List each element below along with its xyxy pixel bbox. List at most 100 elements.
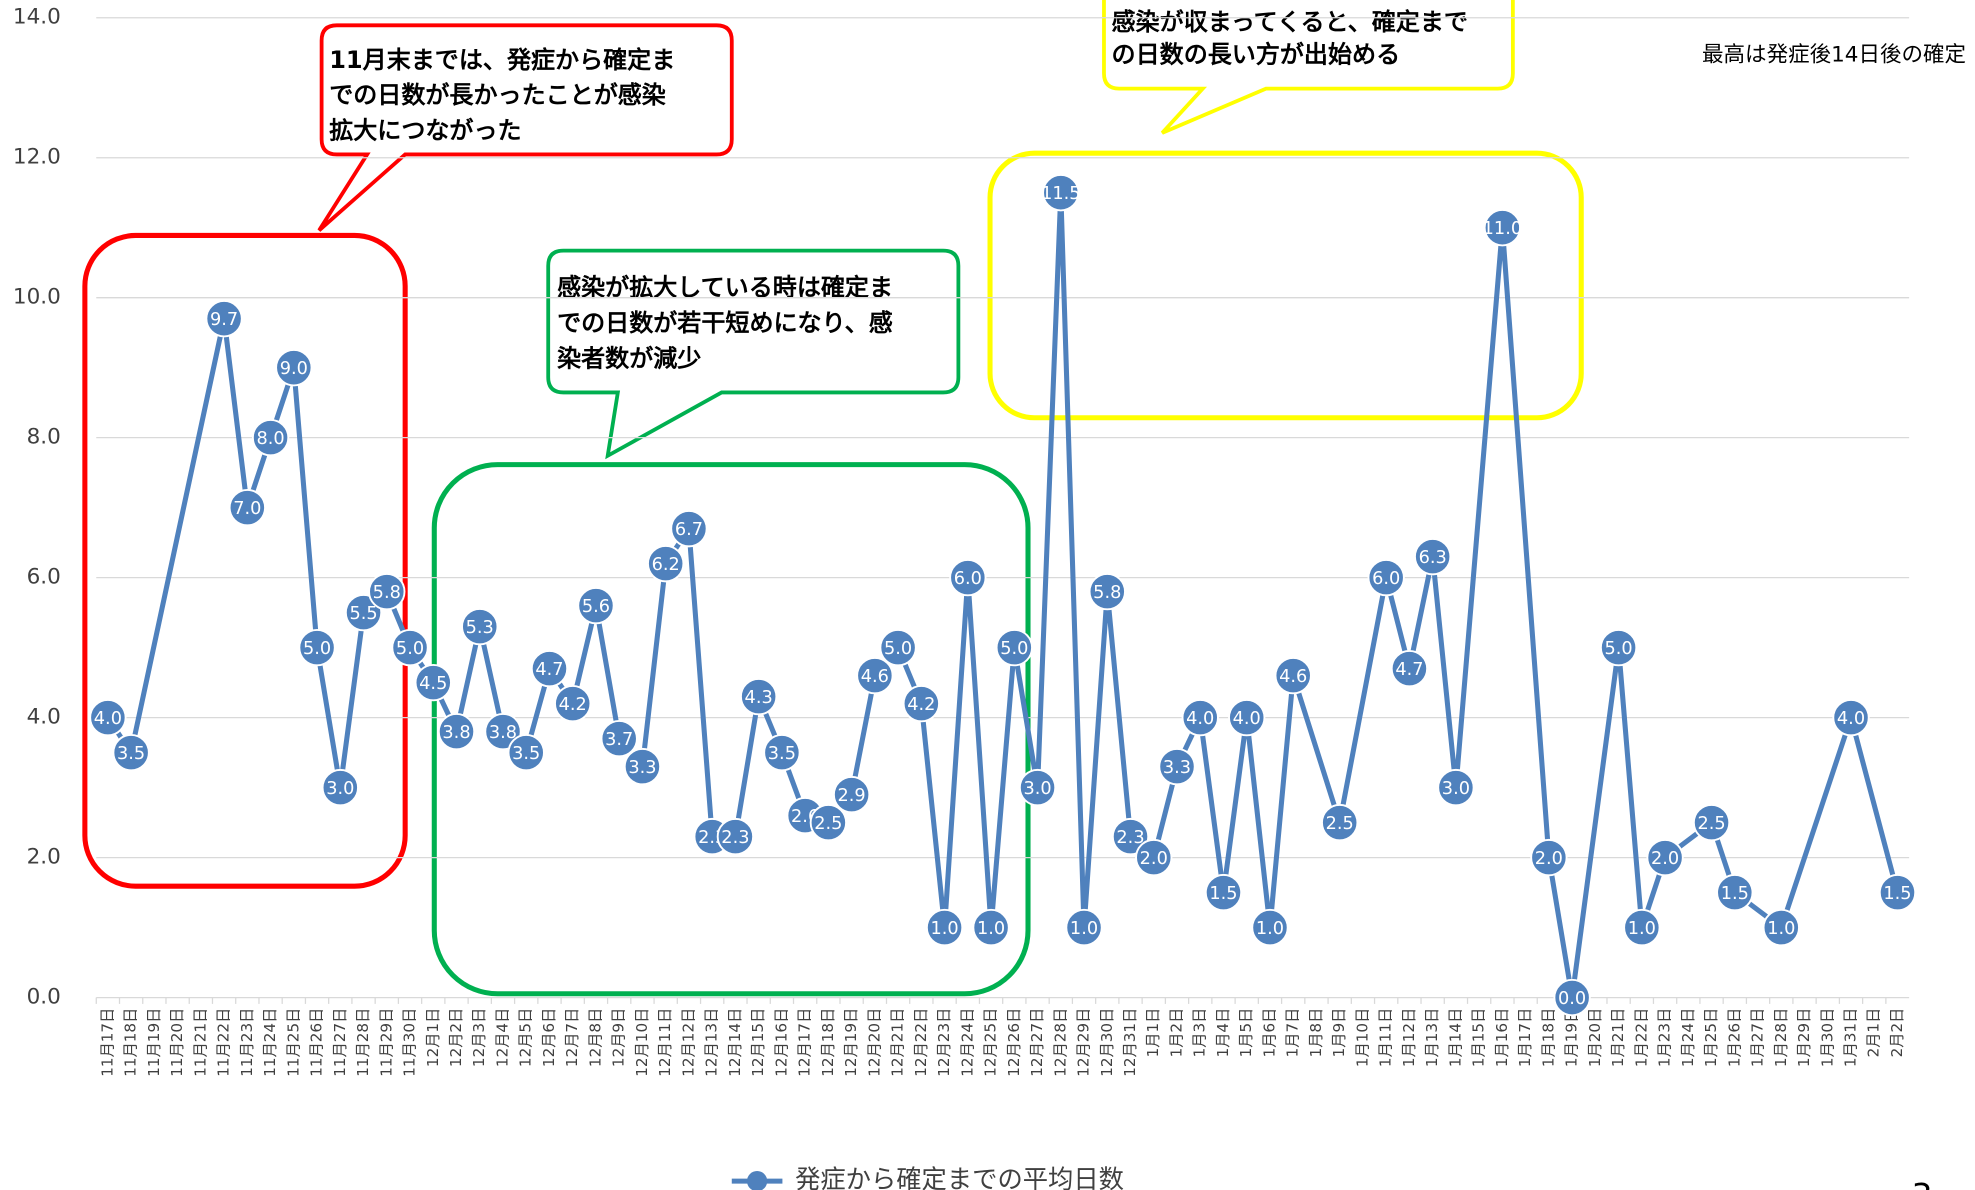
x-tick-label: 12月15日 <box>749 1008 767 1077</box>
data-point <box>461 607 499 646</box>
annotation-text: 最高は発症後14日後の確定 <box>1702 43 1966 68</box>
x-tick-label: 12月11日 <box>656 1008 674 1077</box>
data-label: 3.3 <box>628 758 656 778</box>
data-point <box>1692 803 1731 842</box>
data-point <box>1878 873 1917 912</box>
annotation-text: 拡大につながった <box>329 117 521 145</box>
data-point <box>577 586 615 625</box>
data-point <box>1251 908 1289 947</box>
data-point <box>1367 558 1405 597</box>
y-tick-label: 0.0 <box>27 985 61 1010</box>
x-tick-label: 11月19日 <box>145 1008 163 1077</box>
data-label: 3.8 <box>442 723 470 743</box>
data-point <box>1832 698 1870 737</box>
annotation-text: 感染が収まってくると、確定まで <box>1112 8 1468 36</box>
x-tick-label: 11月25日 <box>284 1008 302 1077</box>
x-tick-label: 1月17日 <box>1516 1008 1534 1067</box>
data-label: 9.7 <box>210 310 238 330</box>
data-label: 5.8 <box>373 583 401 603</box>
data-label: 4.6 <box>861 667 889 687</box>
data-label: 6.3 <box>1419 548 1447 568</box>
data-point <box>228 488 267 527</box>
data-point <box>368 572 406 611</box>
data-label: 1.0 <box>1628 919 1656 939</box>
annotation-text: 11月末までは、発症から確定ま <box>329 46 675 74</box>
x-tick-label: 12月21日 <box>889 1008 907 1077</box>
data-point <box>437 712 476 751</box>
x-tick-label: 12月22日 <box>912 1008 930 1077</box>
data-label: 1.5 <box>1209 884 1237 904</box>
x-tick-label: 1月30日 <box>1818 1008 1836 1067</box>
data-point <box>1111 817 1150 856</box>
x-tick-label: 12月2日 <box>447 1008 465 1067</box>
x-tick-label: 12月26日 <box>1005 1008 1023 1077</box>
data-label: 2.5 <box>1697 814 1725 834</box>
data-label: 3.3 <box>1163 758 1191 778</box>
x-tick-label: 2月1日 <box>1865 1008 1883 1058</box>
x-tick-label: 12月25日 <box>982 1008 1000 1077</box>
data-label: 6.7 <box>675 520 703 540</box>
data-point <box>670 509 708 548</box>
data-label: 4.0 <box>94 709 122 729</box>
data-point <box>972 908 1010 947</box>
data-label: 3.8 <box>489 723 517 743</box>
data-point <box>995 628 1033 667</box>
data-label: 0.0 <box>1558 989 1586 1009</box>
highlight-box <box>987 150 1584 421</box>
data-label: 2.0 <box>1651 849 1679 869</box>
x-tick-label: 11月29日 <box>377 1008 395 1077</box>
data-point <box>739 677 778 716</box>
data-point <box>1088 572 1126 611</box>
annotation-text: の日数の長い方が出始める <box>1112 41 1401 69</box>
x-tick-label: 12月4日 <box>493 1008 511 1067</box>
data-point <box>949 558 987 597</box>
data-point <box>1483 209 1522 247</box>
data-point <box>554 684 592 723</box>
data-point <box>530 649 569 688</box>
data-label: 4.7 <box>1395 660 1423 680</box>
y-tick-label: 2.0 <box>27 845 61 870</box>
data-point <box>414 663 452 702</box>
x-tick-label: 12月13日 <box>703 1008 721 1077</box>
data-point <box>1623 908 1661 947</box>
annotation-text: での日数が若干短めになり、感 <box>557 309 893 337</box>
x-tick-label: 1月9日 <box>1330 1008 1348 1058</box>
x-tick-label: 1月28日 <box>1772 1008 1790 1067</box>
data-point <box>298 628 336 667</box>
data-point <box>763 733 801 772</box>
data-label: 1.0 <box>1256 919 1284 939</box>
x-tick-label: 1月5日 <box>1237 1008 1255 1058</box>
x-tick-label: 1月8日 <box>1307 1008 1325 1058</box>
x-tick-label: 1月13日 <box>1423 1008 1441 1067</box>
y-tick-label: 8.0 <box>27 425 61 450</box>
data-label: 11.5 <box>1041 184 1080 204</box>
highlight-box <box>82 232 408 889</box>
data-label: 3.5 <box>512 744 540 764</box>
data-label: 11.0 <box>1483 219 1522 239</box>
data-label: 9.0 <box>280 359 308 379</box>
data-point <box>1437 768 1475 807</box>
x-tick-label: 1月19日 <box>1563 1008 1581 1067</box>
x-tick-label: 11月30日 <box>401 1008 419 1077</box>
data-point <box>1204 873 1243 912</box>
data-label: 1.0 <box>977 919 1005 939</box>
x-tick-label: 1月4日 <box>1214 1008 1232 1058</box>
x-tick-label: 1月22日 <box>1632 1008 1650 1067</box>
x-tick-label: 11月27日 <box>331 1008 349 1077</box>
data-point <box>600 719 638 758</box>
grid: 0.0 2.0 4.0 6.0 8.0 10.0 12.0 14.0 11月17日 11月18日 1… <box>13 5 1910 1077</box>
x-tick-label: 11月17日 <box>98 1008 116 1077</box>
data-label: 6.0 <box>1372 569 1400 589</box>
x-tick-label: 12月27日 <box>1028 1008 1046 1077</box>
data-label: 2.3 <box>1116 828 1144 848</box>
x-tick-label: 12月12日 <box>679 1008 697 1077</box>
data-label: 6.0 <box>954 569 982 589</box>
page-number: 3 <box>1912 1176 1933 1190</box>
data-point <box>879 628 917 667</box>
data-label: 1.0 <box>930 919 958 939</box>
data-label: 2.5 <box>814 814 842 834</box>
data-label: 4.0 <box>1837 709 1865 729</box>
x-tick-label: 2月2日 <box>1888 1008 1906 1058</box>
data-label: 3.5 <box>768 744 796 764</box>
